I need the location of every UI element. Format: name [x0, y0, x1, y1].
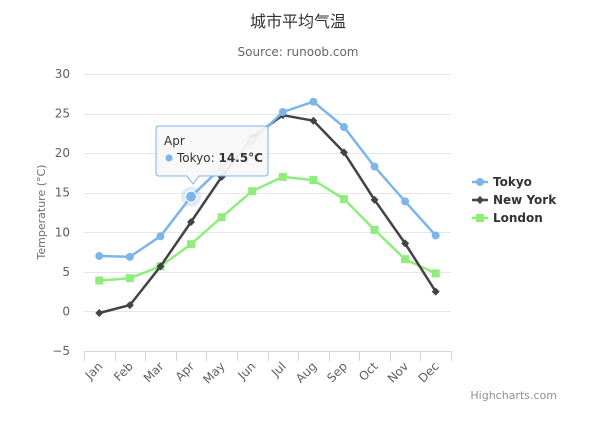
x-tick-label: Oct [356, 359, 381, 384]
legend-label: New York [493, 193, 557, 207]
x-tick-label: Jan [82, 359, 106, 383]
x-tick-label: Sep [324, 359, 350, 385]
legend-symbol [476, 196, 484, 204]
legend-item-tokyo[interactable]: Tokyo [472, 175, 532, 189]
data-point [278, 172, 287, 181]
x-tick-label: Mar [141, 359, 167, 385]
tooltip-box [155, 125, 269, 185]
legend-item-new-york[interactable]: New York [472, 193, 557, 207]
data-point [401, 197, 410, 206]
legend-label: Tokyo [493, 175, 532, 189]
legend-symbol [476, 178, 484, 186]
data-point [309, 97, 318, 106]
data-point [125, 252, 134, 261]
data-point [401, 255, 410, 264]
x-tick-label: Apr [173, 359, 198, 384]
chart-title: 城市平均气温 [250, 12, 346, 31]
data-point [339, 195, 348, 204]
data-point [401, 239, 410, 248]
data-point [217, 213, 226, 222]
legend[interactable]: Tokyo New York London [472, 175, 557, 225]
x-tick-label: Aug [293, 359, 319, 385]
y-tick-label: 0 [62, 304, 70, 318]
series-line [99, 100, 437, 259]
y-tick-label: 15 [55, 186, 70, 200]
data-point [156, 262, 165, 271]
data-point [156, 232, 165, 241]
data-point [187, 217, 196, 226]
x-tick-label: Jul [268, 359, 289, 380]
y-tick-label: 10 [55, 225, 70, 239]
y-tick-label: 20 [55, 146, 70, 160]
x-tick-label: Jun [234, 359, 258, 383]
legend-symbol [476, 214, 484, 222]
series-london [95, 172, 440, 285]
tooltip-series-dot [165, 154, 173, 162]
credits-link[interactable]: Highcharts.com [470, 389, 557, 402]
data-point [370, 162, 379, 171]
y-tick-label: 25 [55, 107, 70, 121]
data-point [431, 269, 440, 278]
series-tokyo [95, 97, 440, 261]
grid-lines [84, 74, 451, 352]
x-axis: Jan Feb Mar Apr May Jun Jul Aug Sep Oct Nov Dec [82, 351, 452, 387]
y-tick-label: 5 [62, 265, 70, 279]
data-point [431, 287, 440, 296]
data-point [187, 240, 196, 249]
x-tick-label: May [200, 359, 227, 386]
data-point [309, 116, 318, 125]
data-point [370, 195, 379, 204]
x-tick-label: Dec [416, 359, 442, 385]
data-point [95, 276, 104, 285]
data-point [339, 123, 348, 132]
hover-point [185, 190, 198, 203]
y-tick-label: 30 [55, 67, 70, 81]
y-tick-label: −5 [52, 344, 70, 358]
tooltip: Apr Tokyo: 14.5°C [155, 125, 269, 207]
data-point [309, 176, 318, 185]
x-tick-label: Feb [111, 359, 136, 384]
y-axis-ticks: −5 0 5 10 15 20 25 30 [52, 67, 70, 358]
tooltip-category: Apr [164, 134, 185, 148]
tooltip-value-line: Tokyo: 14.5°C [176, 151, 263, 165]
data-point [431, 231, 440, 240]
data-point [95, 309, 104, 318]
series-line [99, 175, 437, 282]
legend-label: London [493, 211, 543, 225]
data-point [339, 148, 348, 157]
chart-subtitle: Source: runoob.com [238, 45, 359, 59]
legend-item-london[interactable]: London [472, 211, 543, 225]
data-point [248, 187, 257, 196]
data-point [370, 225, 379, 234]
x-tick-label: Nov [385, 359, 411, 385]
y-axis-title: Temperature (°C) [35, 165, 48, 261]
data-point [125, 301, 134, 310]
data-point [278, 107, 287, 116]
data-point [125, 274, 134, 283]
data-point [95, 252, 104, 261]
